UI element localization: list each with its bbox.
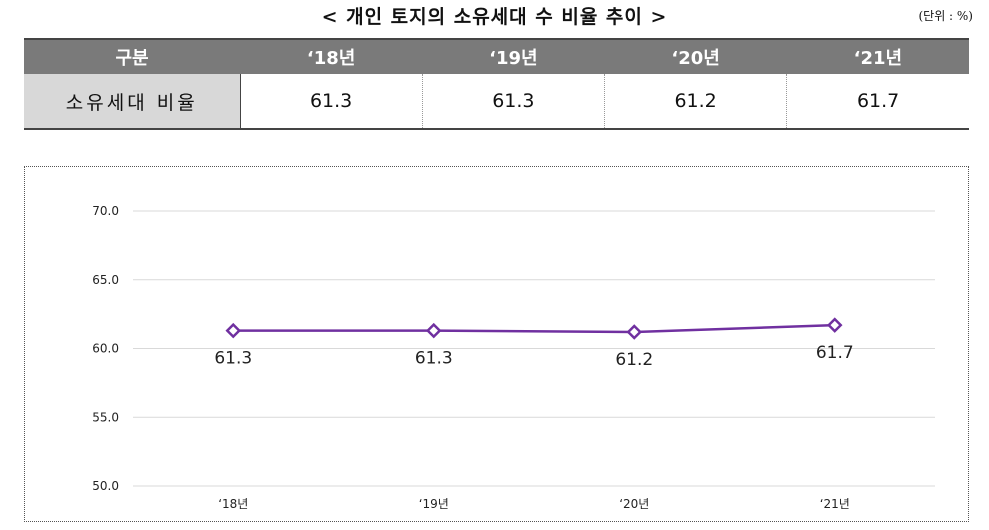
y-tick-label: 55.0: [92, 410, 119, 424]
table-cell: 61.7: [786, 74, 969, 130]
table-row: 소유세대 비율 61.3 61.3 61.2 61.7: [24, 74, 969, 130]
table-cell: 61.3: [239, 74, 423, 130]
column-header: ‘20년: [604, 38, 787, 74]
data-point-marker: [626, 324, 643, 340]
table-header-row: 구분 ‘18년 ‘19년 ‘20년 ‘21년: [24, 38, 969, 74]
y-tick-label: 50.0: [92, 479, 119, 493]
column-header: 구분: [24, 38, 240, 74]
x-tick-label: ‘19년: [419, 497, 449, 511]
data-point-marker: [425, 322, 442, 339]
column-header: ‘19년: [422, 38, 605, 74]
data-point-marker: [826, 317, 843, 333]
y-tick-label: 60.0: [92, 342, 119, 356]
data-label: 61.3: [415, 349, 453, 369]
data-label: 61.3: [214, 349, 252, 369]
page-title: < 개인 토지의 소유세대 수 비율 추이 >: [321, 6, 668, 28]
column-header: ‘21년: [786, 38, 969, 74]
column-header: ‘18년: [240, 38, 423, 74]
x-tick-label: ‘21년: [820, 497, 850, 511]
data-table: 구분 ‘18년 ‘19년 ‘20년 ‘21년 소유세대 비율 61.3 61.3…: [24, 38, 969, 130]
x-tick-label: ‘18년: [218, 497, 248, 511]
table-cell: 61.3: [421, 74, 605, 130]
x-tick-label: ‘20년: [619, 497, 649, 511]
y-tick-label: 70.0: [92, 204, 119, 218]
data-label: 61.7: [816, 343, 854, 363]
data-point-marker: [225, 322, 242, 339]
y-tick-label: 65.0: [92, 273, 119, 287]
unit-label: (단위 : %): [918, 9, 973, 23]
line-chart: 70.0 65.0 60.0 55.0 50.0 ‘18년 ‘19년 ‘20년 ‘21년 61.3…: [92, 204, 935, 511]
table-cell: 61.2: [603, 74, 787, 130]
chart-container: 70.0 65.0 60.0 55.0 50.0 ‘18년 ‘19년 ‘20년 ‘21년 61.3…: [24, 166, 969, 522]
data-label: 61.2: [615, 350, 653, 370]
row-label: 소유세대 비율: [24, 74, 241, 130]
series-line: [233, 323, 835, 334]
